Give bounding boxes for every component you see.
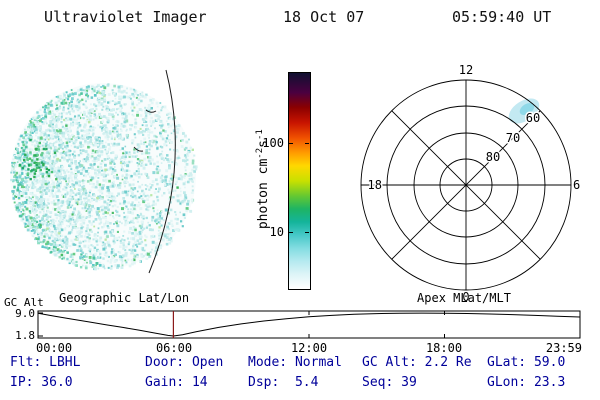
colorbar-label-prefix: photon cm	[256, 158, 272, 230]
aurora-patch-core	[519, 102, 535, 116]
status-door: Door: Open	[145, 355, 224, 370]
mlt-label-12: 12	[459, 63, 473, 77]
ts-ytick-high: 9.0	[15, 307, 35, 320]
status-gc-alt: GC Alt: 2.2 Re	[362, 355, 472, 370]
apex-polar-plot: 12 18 6 0 80 70 60	[360, 62, 582, 306]
status-flt: Flt: LBHL	[10, 355, 81, 370]
colorbar-axis-label: photon cm-2s-1	[255, 74, 271, 284]
status-ip: IP: 36.0	[10, 375, 73, 390]
colorbar-tick-label-1: 10	[269, 224, 284, 239]
status-gain: Gain: 14	[145, 375, 208, 390]
mlat-label-70: 70	[506, 131, 520, 145]
header-date: 18 Oct 07	[283, 8, 365, 26]
colorbar-tickmark	[305, 143, 309, 145]
coastline-mark-1	[145, 109, 157, 113]
mlt-label-0: 0	[462, 290, 469, 304]
header-time: 05:59:40 UT	[452, 8, 552, 26]
status-mode: Mode: Normal	[248, 355, 342, 370]
status-dsp: Dsp: 5.4	[248, 375, 319, 390]
coastline-mark-2	[133, 146, 144, 152]
polar-grid	[360, 79, 572, 291]
ts-xtick-2359: 23:59	[545, 341, 582, 355]
right-panel-label: Apex MLat/MLT	[417, 291, 511, 305]
uv-disk-image	[10, 69, 198, 274]
mlt-label-18: 18	[368, 178, 382, 192]
mlat-label-60: 60	[526, 111, 540, 125]
terminator-line	[148, 69, 176, 274]
status-seq: Seq: 39	[362, 375, 417, 390]
mlat-label-80: 80	[486, 150, 500, 164]
app-title: Ultraviolet Imager	[44, 8, 207, 26]
disk-speckles	[10, 83, 198, 271]
colorbar-tickmark	[289, 143, 293, 145]
status-glat: GLat: 59.0	[487, 355, 566, 370]
colorbar-tickmark	[289, 231, 293, 233]
colorbar-tickmark	[305, 231, 309, 233]
ts-ylabel: GC Alt	[4, 296, 44, 309]
left-panel-label: Geographic Lat/Lon	[59, 291, 190, 305]
ts-xtick-0000: 00:00	[36, 341, 73, 355]
mlt-label-6: 6	[573, 178, 580, 192]
ts-xtick-1200: 12:00	[290, 341, 328, 355]
status-glon: GLon: 23.3	[487, 375, 566, 390]
ts-xtick-0600: 06:00	[155, 341, 193, 355]
colorbar-gradient	[288, 72, 311, 290]
gc-alt-timeseries	[37, 310, 581, 339]
colorbar-tick-label-0: 100	[262, 136, 284, 151]
ts-ytick-low: 1.8	[15, 329, 35, 342]
ts-xtick-1800: 18:00	[425, 341, 463, 355]
